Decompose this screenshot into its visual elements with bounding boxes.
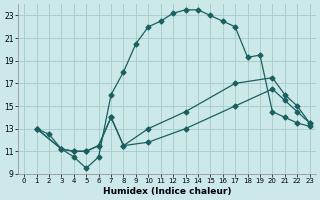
X-axis label: Humidex (Indice chaleur): Humidex (Indice chaleur) (103, 187, 231, 196)
